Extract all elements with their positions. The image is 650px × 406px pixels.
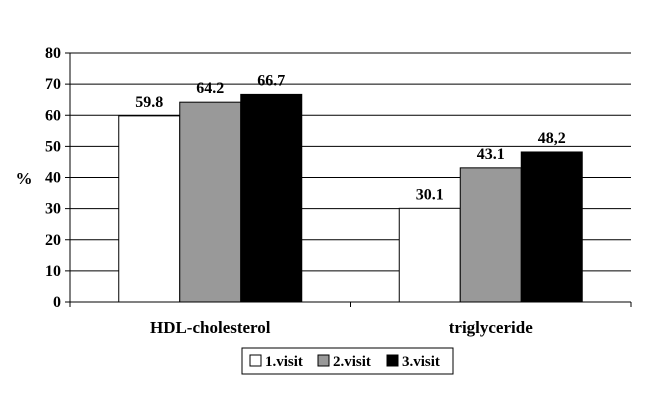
y-tick-label: 0 xyxy=(53,294,61,311)
data-label: 59.8 xyxy=(135,94,163,111)
legend-label: 2.visit xyxy=(333,354,371,370)
legend: 1.visit 2.visit 3.visit xyxy=(241,347,454,375)
bar-1-visit-0 xyxy=(118,115,181,303)
legend-swatch xyxy=(386,354,399,367)
y-tick-label: 30 xyxy=(45,201,61,218)
legend-swatch xyxy=(249,354,262,367)
data-labels: 59.8 64.2 66.7 30.1 43.1 48,2 xyxy=(135,72,566,203)
category-label: triglyceride xyxy=(449,318,533,337)
bar-2-visit-0 xyxy=(179,101,242,303)
y-tick-label: 70 xyxy=(45,76,61,93)
y-tick-labels: 0 10 20 30 40 50 60 70 80 xyxy=(45,45,632,311)
y-axis-label: % xyxy=(16,169,33,188)
y-tick-label: 40 xyxy=(45,170,61,187)
bars xyxy=(118,93,583,303)
legend-swatch xyxy=(317,354,330,367)
data-label: 30.1 xyxy=(416,186,444,203)
data-label: 64.2 xyxy=(196,80,224,97)
data-label: 66.7 xyxy=(257,72,285,89)
legend-label: 1.visit xyxy=(265,354,303,370)
bar-1-visit-1 xyxy=(398,207,461,303)
bar-2-visit-1 xyxy=(459,167,522,303)
category-labels: HDL-cholesterol triglyceride xyxy=(150,318,533,337)
bar-3-visit-0 xyxy=(240,93,303,303)
y-tick-label: 50 xyxy=(45,138,61,155)
y-tick-label: 60 xyxy=(45,107,61,124)
data-label: 48,2 xyxy=(538,130,566,147)
data-label: 43.1 xyxy=(477,146,505,163)
legend-label: 3.visit xyxy=(402,354,440,370)
y-tick-label: 80 xyxy=(45,45,61,62)
y-tick-label: 10 xyxy=(45,263,61,280)
category-label: HDL-cholesterol xyxy=(150,318,271,337)
y-tick-label: 20 xyxy=(45,232,61,249)
legend-frame xyxy=(241,347,454,375)
bar-3-visit-1 xyxy=(520,151,583,303)
